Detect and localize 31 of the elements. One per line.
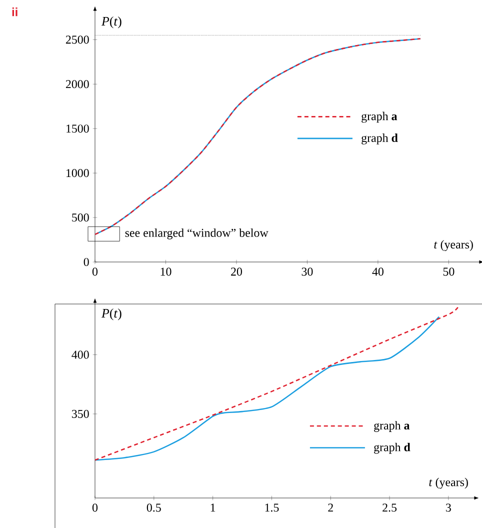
legend-label: graph a <box>362 112 398 123</box>
annotation: see enlarged “window” below <box>125 228 268 240</box>
x-tick-label: 10 <box>160 268 172 276</box>
x-tick-label: 40 <box>372 268 384 276</box>
y-tick-label: 1000 <box>66 169 89 178</box>
x-tick-label: 2 <box>328 504 333 512</box>
x-tick-label: 1.5 <box>265 504 279 512</box>
x-axis-title: t (years) <box>429 478 468 489</box>
legend-label: graph d <box>362 134 398 144</box>
x-tick-label: 1 <box>210 504 216 512</box>
y-tick-label: 2500 <box>66 36 89 44</box>
y-tick-label: 2000 <box>66 80 89 88</box>
x-tick-label: 0 <box>92 268 98 276</box>
x-tick-label: 0.5 <box>146 504 161 512</box>
x-tick-label: 0 <box>92 504 98 512</box>
y-tick-label: 0 <box>84 258 89 266</box>
y-tick-label: 500 <box>72 213 89 222</box>
text: ii <box>12 8 18 16</box>
y-tick-label: 350 <box>72 410 89 418</box>
x-tick-label: 2.5 <box>382 504 397 512</box>
y-tick-label: 400 <box>72 350 89 359</box>
y-tick-label: 1500 <box>66 124 89 133</box>
x-tick-label: 50 <box>443 268 454 276</box>
x-tick-label: 30 <box>302 268 313 276</box>
x-tick-label: 20 <box>231 268 242 276</box>
y-axis-title: P(t) <box>101 308 122 320</box>
legend-label: graph a <box>374 421 410 432</box>
legend-label: graph d <box>374 442 410 454</box>
x-tick-label: 3 <box>446 504 451 512</box>
x-axis-title: t (years) <box>434 240 473 251</box>
y-axis-title: P(t) <box>101 16 122 28</box>
